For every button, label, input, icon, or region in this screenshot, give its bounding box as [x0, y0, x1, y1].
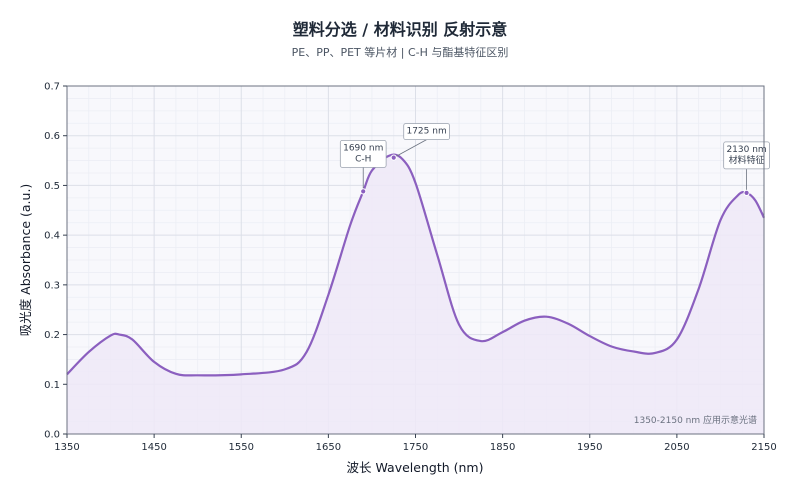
x-tick-label: 1750 — [403, 442, 428, 453]
peak-marker — [390, 154, 397, 161]
x-axis-label: 波长 Wavelength (nm) — [347, 460, 484, 475]
annotation-text: 1725 nm — [406, 127, 446, 137]
y-tick-label: 0.1 — [44, 380, 60, 391]
annotation-text: 2130 nm — [726, 145, 766, 155]
annotation-box — [403, 123, 450, 140]
x-tick-label: 1350 — [54, 442, 79, 453]
x-tick-label: 1950 — [577, 442, 602, 453]
annotation-text: 1690 nm — [343, 143, 383, 153]
annotation-text: C-H — [355, 154, 371, 164]
peak-marker — [360, 188, 367, 195]
y-tick-label: 0.4 — [44, 231, 60, 242]
peak-marker — [743, 189, 750, 196]
annotation-box — [339, 139, 387, 168]
x-tick-label: 2050 — [664, 442, 689, 453]
annotation-leader — [393, 139, 427, 158]
x-tick-label: 1550 — [229, 442, 254, 453]
x-tick-label: 1850 — [490, 442, 515, 453]
annotation-text: 材料特征 — [729, 154, 765, 166]
absorbance-line — [66, 153, 765, 377]
y-axis-label: 吸光度 Absorbance (a.u.) — [18, 184, 33, 337]
y-tick-label: 0.7 — [44, 82, 60, 93]
y-tick-label: 0.2 — [44, 330, 60, 341]
spectrum-note: 1350-2150 nm 应用示意光谱 — [634, 414, 757, 426]
chart-title: 塑料分选 / 材料识别 反射示意 — [292, 20, 508, 39]
y-tick-label: 0.0 — [44, 430, 60, 441]
y-axis-ticks: 0.0 0.1 0.2 0.3 0.4 0.5 0.6 0.7 — [44, 82, 67, 441]
annotation-box — [723, 141, 770, 170]
x-tick-label: 1450 — [141, 442, 166, 453]
x-tick-label: 2150 — [751, 442, 776, 453]
chart-subtitle: PE、PP、PET 等片材 | C-H 与酯基特征区别 — [291, 46, 509, 59]
absorbance-area — [67, 154, 764, 434]
x-tick-label: 1650 — [316, 442, 341, 453]
y-tick-label: 0.5 — [44, 181, 60, 192]
x-axis-ticks: 1350 1450 1550 1650 1750 1850 1950 2050 2150 — [54, 434, 777, 453]
y-tick-label: 0.3 — [44, 280, 60, 291]
y-tick-label: 0.6 — [44, 131, 60, 142]
